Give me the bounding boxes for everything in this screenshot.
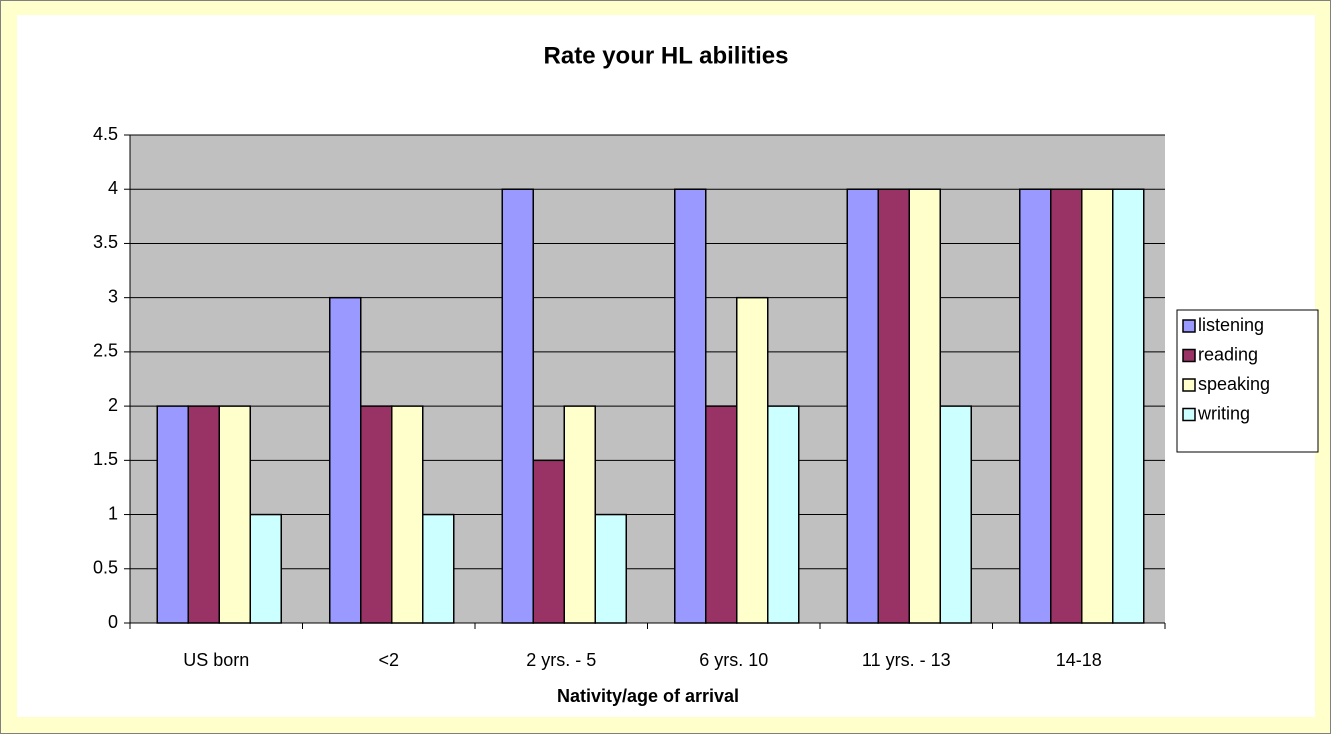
bar [501, 188, 534, 624]
y-tick-label: 0.5 [93, 558, 118, 578]
bar [1112, 188, 1145, 624]
y-tick-label: 4.5 [93, 124, 118, 144]
legend-swatch [1182, 348, 1196, 363]
y-tick-label: 0 [108, 612, 118, 632]
bar [156, 405, 189, 624]
y-tick-label: 4 [108, 178, 118, 198]
bar [187, 405, 220, 624]
y-tick-label: 3 [108, 286, 118, 306]
bar [249, 513, 282, 624]
bar [532, 459, 565, 624]
legend-label: speaking [1198, 374, 1270, 394]
bar [594, 513, 627, 624]
bar [1050, 188, 1083, 624]
bar [674, 188, 707, 624]
y-tick-label: 1.5 [93, 449, 118, 469]
legend-label: reading [1198, 344, 1258, 364]
legend-swatch [1182, 319, 1196, 333]
y-tick-label: 1 [108, 503, 118, 523]
x-tick-label: 2 yrs. - 5 [526, 650, 596, 670]
x-tick-label: US born [183, 650, 249, 670]
x-tick-label: 14-18 [1056, 650, 1102, 670]
x-tick-label: 6 yrs. 10 [699, 650, 768, 670]
legend-box [1176, 309, 1319, 453]
bar [1019, 188, 1052, 624]
bar [1081, 188, 1114, 624]
bar [360, 405, 393, 624]
bar [391, 405, 424, 624]
bar [218, 405, 251, 624]
legend-label: writing [1197, 403, 1250, 423]
plot-area [130, 135, 1165, 623]
chart-title: Rate your HL abilities [544, 42, 789, 69]
bar [767, 405, 800, 624]
legend-label: listening [1198, 315, 1264, 335]
x-tick-label: 11 yrs. - 13 [862, 650, 951, 670]
bar [736, 296, 769, 624]
bar [877, 188, 910, 624]
bar [705, 405, 738, 624]
x-axis-label: Nativity/age of arrival [557, 686, 739, 706]
bar [329, 296, 362, 624]
bar [908, 188, 941, 624]
x-tick-label: <2 [378, 650, 399, 670]
bar [563, 405, 596, 624]
legend-swatch [1182, 407, 1196, 422]
bar [422, 513, 455, 624]
y-tick-label: 3.5 [93, 232, 118, 252]
bar [939, 405, 972, 624]
y-tick-label: 2.5 [93, 341, 118, 361]
y-tick-label: 2 [108, 395, 118, 415]
legend-swatch [1182, 378, 1196, 392]
bar [846, 188, 879, 624]
